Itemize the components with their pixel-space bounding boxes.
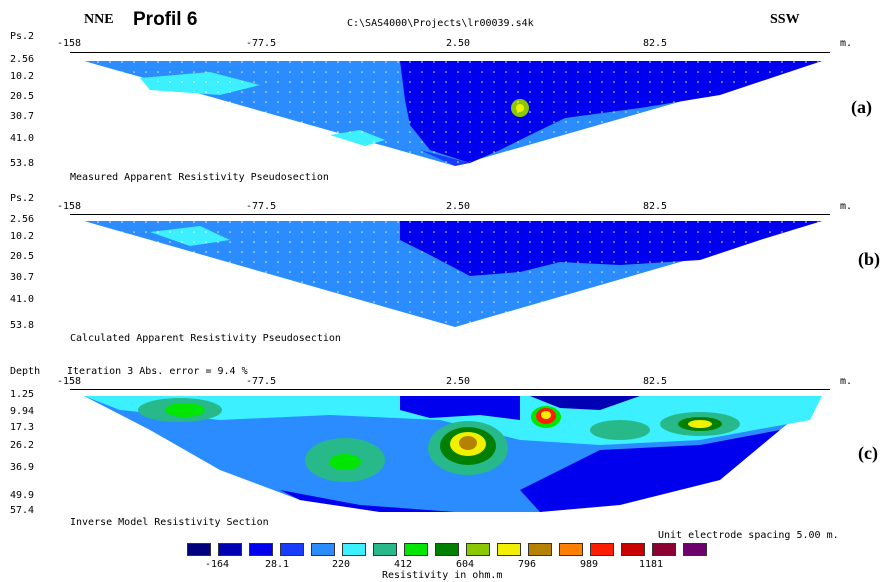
legend-swatch: [218, 543, 242, 556]
legend-swatch: [621, 543, 645, 556]
panel-c-x-tick: -158: [57, 376, 82, 387]
legend-label: 412: [393, 559, 413, 570]
legend-label: -164: [204, 559, 230, 570]
panel-a-x-tick: -77.5: [246, 38, 277, 49]
legend-swatch: [528, 543, 552, 556]
panel-b-caption: Calculated Apparent Resistivity Pseudose…: [70, 333, 341, 344]
legend-swatch: [590, 543, 614, 556]
panel-c-contours: [84, 396, 822, 512]
panel-c-x-tick: -77.5: [246, 376, 277, 387]
legend-label: 796: [517, 559, 537, 570]
panel-c-y-tick: 57.4: [10, 505, 35, 516]
legend-swatch: [652, 543, 676, 556]
panel-c-x-tick: 82.5: [643, 376, 668, 387]
panel-c-y-label: Depth: [10, 366, 41, 377]
legend-label: 220: [331, 559, 351, 570]
legend-unit-label: Resistivity in ohm.m: [382, 570, 503, 581]
legend-swatch: [559, 543, 583, 556]
panel-c-y-tick: 9.94: [10, 406, 35, 417]
panel-a-x-tick: -158: [57, 38, 82, 49]
panel-c-x-unit: m.: [840, 376, 853, 387]
panel-b-y-tick: 10.2: [10, 231, 35, 242]
panel-a-y-tick: 2.56: [10, 54, 35, 65]
panel-c-x-tick: 2.50: [446, 376, 471, 387]
electrode-spacing-note: Unit electrode spacing 5.00 m.: [658, 530, 839, 541]
panel-c-y-tick: 1.25: [10, 389, 35, 400]
panel-b-x-tick: 82.5: [643, 201, 668, 212]
panel-a-y-tick: 41.0: [10, 133, 35, 144]
file-path: C:\SAS4000\Projects\lr00039.s4k: [347, 18, 534, 29]
legend-swatch: [249, 543, 273, 556]
panel-c-x-axis: [70, 389, 830, 390]
legend-label: 1181: [638, 559, 664, 570]
panel-a-y-tick: 10.2: [10, 71, 35, 82]
panel-c-y-tick: 17.3: [10, 422, 35, 433]
panel-a-x-unit: m.: [840, 38, 853, 49]
panel-a-contours: [84, 61, 822, 166]
legend-label: 989: [579, 559, 599, 570]
panel-b-x-unit: m.: [840, 201, 853, 212]
panel-b-tag: (b): [858, 249, 880, 269]
panel-a-x-tick: 2.50: [446, 38, 471, 49]
panel-b-y-tick: 41.0: [10, 294, 35, 305]
panel-b-contours: [84, 221, 822, 327]
left-direction-label: NNE: [84, 12, 114, 27]
legend-label: 28.1: [264, 559, 290, 570]
legend-swatch: [342, 543, 366, 556]
panel-a-x-axis: [70, 52, 830, 53]
legend-swatch: [373, 543, 397, 556]
panel-b-y-tick: 2.56: [10, 214, 35, 225]
right-direction-label: SSW: [770, 12, 800, 27]
panel-b-x-axis: [70, 214, 830, 215]
panel-b-x-tick: 2.50: [446, 201, 471, 212]
panel-c-caption: Inverse Model Resistivity Section: [70, 517, 269, 528]
panel-c-y-tick: 36.9: [10, 462, 35, 473]
legend-swatch: [187, 543, 211, 556]
panel-a-x-tick: 82.5: [643, 38, 668, 49]
panel-b-y-tick: 20.5: [10, 251, 35, 262]
panel-b-y-tick: 30.7: [10, 272, 35, 283]
panel-a-y-tick: 53.8: [10, 158, 35, 169]
panel-b-y-tick: 53.8: [10, 320, 35, 331]
panel-a-tag: (a): [851, 97, 872, 117]
legend-swatch: [683, 543, 707, 556]
legend-swatch: [466, 543, 490, 556]
panel-c-y-tick: 26.2: [10, 440, 35, 451]
panel-a-y-tick: 20.5: [10, 91, 35, 102]
legend-swatch: [280, 543, 304, 556]
profile-title: Profil 6: [133, 9, 198, 30]
panel-a-y-label: Ps.2: [10, 31, 35, 42]
iteration-text: Iteration 3 Abs. error = 9.4 %: [67, 366, 248, 377]
legend-swatch: [435, 543, 459, 556]
panel-a-y-tick: 30.7: [10, 111, 35, 122]
legend-swatch: [311, 543, 335, 556]
panel-c-tag: (c): [858, 443, 878, 463]
panel-b-x-tick: -158: [57, 201, 82, 212]
legend-label: 604: [455, 559, 475, 570]
panel-b-y-label: Ps.2: [10, 193, 35, 204]
panel-b-x-tick: -77.5: [246, 201, 277, 212]
legend-swatch: [497, 543, 521, 556]
panel-c-y-tick: 49.9: [10, 490, 35, 501]
panel-a-caption: Measured Apparent Resistivity Pseudosect…: [70, 172, 329, 183]
legend-swatch: [404, 543, 428, 556]
